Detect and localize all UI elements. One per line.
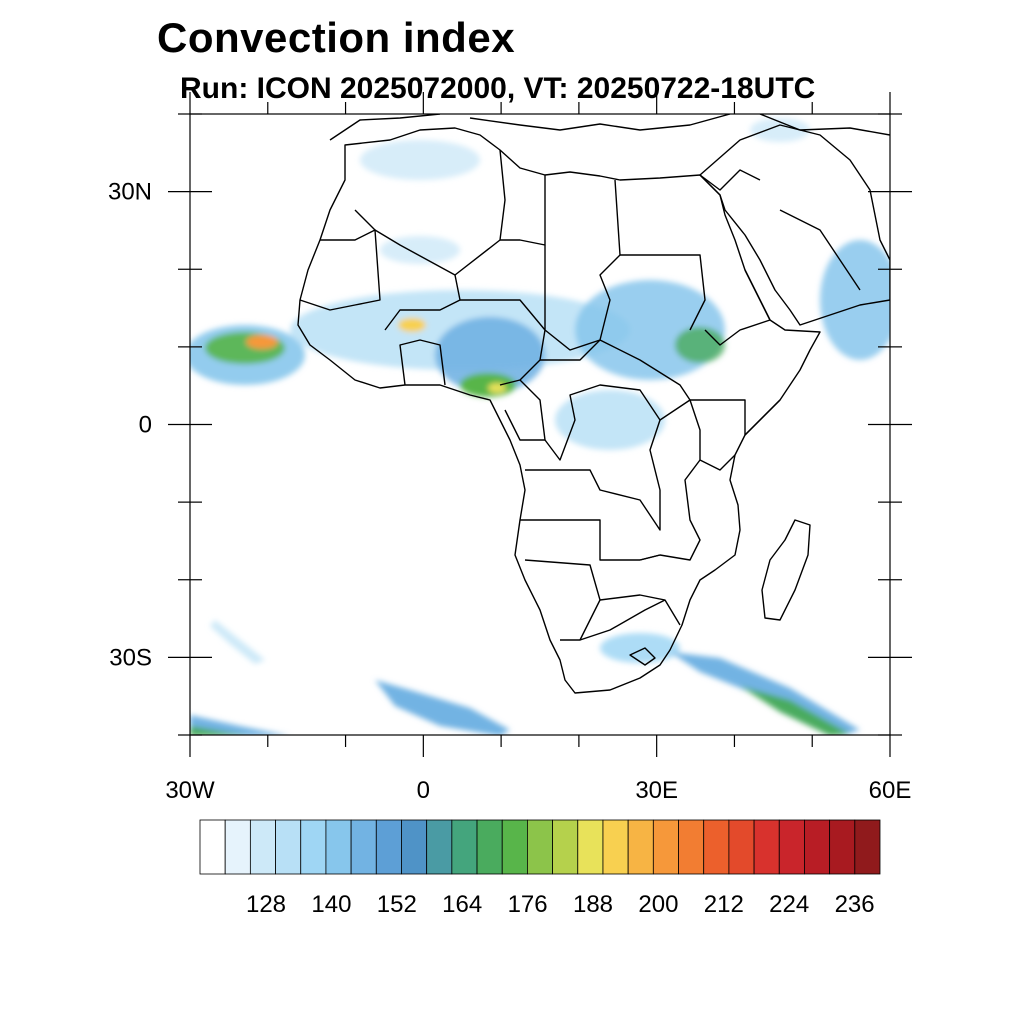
colorbar-swatch: [451, 819, 478, 875]
colorbar-swatch: [552, 819, 579, 875]
border-22: [699, 169, 761, 191]
colorbar-swatch: [728, 819, 755, 875]
colorbar-swatch: [829, 819, 856, 875]
colorbar-swatch: [401, 819, 428, 875]
border-14: [520, 519, 661, 561]
convection-gulf: [750, 118, 810, 142]
axis-labels: 30N 0 30S 30W 0 30E 60E: [108, 179, 911, 804]
colorbar-swatch: [602, 819, 629, 875]
colorbar-label: 128: [246, 891, 286, 918]
lat-label: 0: [139, 412, 152, 439]
border-7: [460, 299, 546, 386]
colorbar-swatch: [375, 819, 402, 875]
colorbar-swatch: [350, 819, 377, 875]
colorbar-swatch: [325, 819, 352, 875]
convection-nigeria-peak: [488, 383, 506, 393]
colorbar-label: 140: [311, 891, 351, 918]
colorbar-swatch: [678, 819, 705, 875]
border-17: [579, 599, 666, 641]
colorbar-label: 152: [377, 891, 417, 918]
border-3: [544, 179, 621, 351]
convection-ethiopia: [675, 327, 725, 363]
map-axes: [168, 92, 912, 757]
colorbar-swatch: [426, 819, 453, 875]
colorbar-labels: 128 140 152 164 176 188 200 212 224 236: [246, 891, 875, 918]
border-2: [500, 175, 546, 246]
convection-congo: [555, 390, 665, 450]
colorbar-swatch: [577, 819, 604, 875]
colorbar-label: 236: [835, 891, 875, 918]
colorbar-swatch: [753, 819, 780, 875]
colorbar-swatch: [275, 819, 302, 875]
coastline-madagascar: [761, 519, 811, 621]
colorbar-label: 164: [442, 891, 482, 918]
colorbar-label: 212: [704, 891, 744, 918]
lat-label: 30S: [109, 644, 152, 671]
border-4: [620, 254, 706, 331]
coastline-arabia: [699, 124, 890, 326]
colorbar-label: 176: [508, 891, 548, 918]
convection-streak-south: [210, 620, 265, 664]
colorbar-swatch: [854, 819, 881, 875]
convection-front-southeast-core: [740, 686, 850, 735]
colorbar-swatch: [476, 819, 503, 875]
border-18: [629, 647, 656, 666]
convection-atlantic-core: [205, 332, 285, 364]
convection-nigeria-core: [460, 373, 516, 397]
colorbar-swatch: [652, 819, 679, 875]
border-6: [384, 274, 461, 331]
colorbar-swatch: [778, 819, 805, 875]
chart-subtitle: Run: ICON 2025072000, VT: 20250722-18UTC: [180, 72, 816, 105]
border-21: [744, 399, 781, 436]
border-13: [639, 459, 701, 561]
convection-nigeria: [435, 317, 545, 393]
border-16: [599, 594, 681, 626]
colorbar-swatch: [527, 819, 553, 875]
border-11: [659, 399, 746, 435]
lat-label: 30N: [108, 179, 152, 206]
coastline-africa: [297, 127, 821, 694]
colorbar-label: 188: [573, 891, 613, 918]
coastline-europe: [329, 114, 890, 141]
convection-front-corner-core: [190, 726, 244, 735]
colorbar-swatch: [199, 819, 226, 875]
convection-arabia: [820, 240, 890, 360]
convection-north: [360, 140, 480, 180]
border-12: [689, 399, 736, 471]
convection-wa: [398, 318, 426, 332]
colorbar-label: 224: [769, 891, 809, 918]
lon-label: 0: [417, 777, 430, 804]
colorbar-swatch: [501, 819, 528, 875]
colorbar: [199, 819, 881, 875]
colorbar-swatch: [300, 819, 327, 875]
convection-front-southwest: [375, 680, 510, 735]
lon-label: 30W: [165, 777, 215, 804]
chart-title: Convection index: [157, 14, 516, 61]
border-23: [779, 209, 861, 291]
border-5: [299, 229, 381, 311]
colorbar-label: 200: [638, 891, 678, 918]
border-19: [399, 339, 446, 386]
convection-sahara: [380, 236, 460, 264]
colorbar-swatch: [627, 819, 654, 875]
lon-label: 60E: [869, 777, 912, 804]
convection-atlantic-peak: [246, 335, 278, 349]
convection-front-corner: [190, 715, 285, 735]
convection-field: [190, 118, 890, 735]
colorbar-swatch: [703, 819, 730, 875]
border-15: [524, 559, 601, 641]
border-10: [525, 384, 661, 531]
map-frame: [189, 113, 891, 736]
convection-southafrica: [600, 633, 680, 663]
colorbar-swatch: [249, 819, 276, 875]
border-20: [704, 269, 771, 346]
map-outlines: [297, 114, 890, 694]
colorbar-swatch: [224, 819, 251, 875]
border-8: [540, 339, 691, 401]
colorbar-swatch: [804, 819, 831, 875]
lon-label: 30E: [635, 777, 678, 804]
